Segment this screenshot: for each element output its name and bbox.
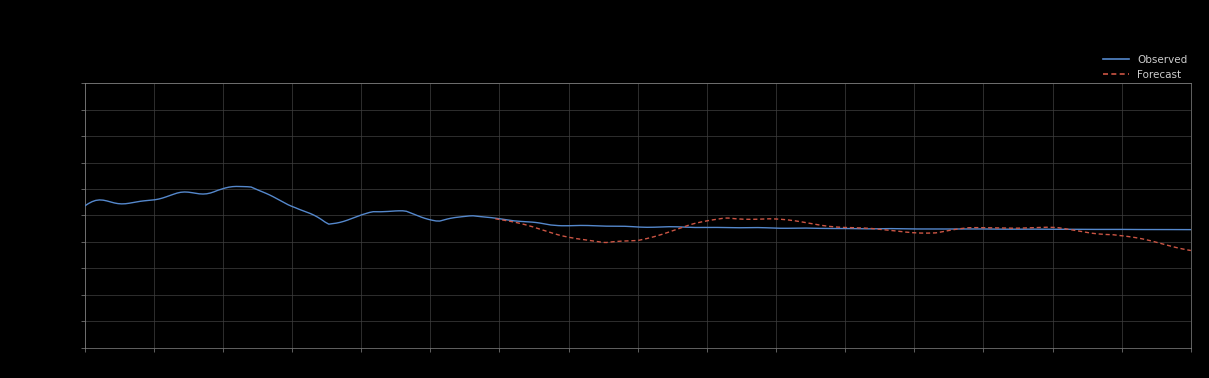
Legend: Observed, Forecast: Observed, Forecast xyxy=(1099,51,1192,84)
